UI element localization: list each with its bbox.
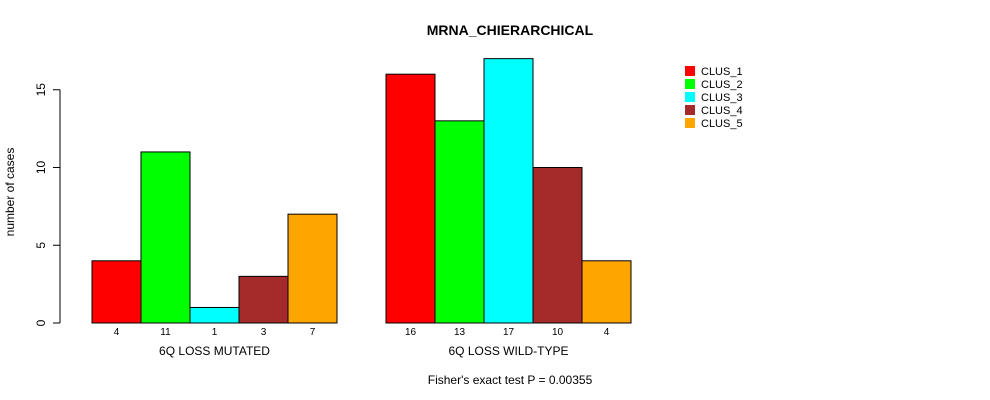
legend-label: CLUS_5 bbox=[701, 118, 743, 130]
y-tick-label: 0 bbox=[34, 319, 48, 326]
legend-swatch bbox=[685, 66, 695, 76]
bar-clus-1-mutated bbox=[91, 260, 142, 324]
legend-swatch bbox=[685, 92, 695, 102]
bar-clus-5-mutated bbox=[287, 213, 338, 324]
y-tick-label: 5 bbox=[34, 242, 48, 249]
y-tick-label: 10 bbox=[34, 161, 48, 175]
bar-value-label: 17 bbox=[503, 327, 515, 338]
bar-clus-2-mutated bbox=[140, 151, 191, 324]
y-tick-label: 15 bbox=[34, 83, 48, 97]
bar-clus-4-wild-type bbox=[532, 167, 583, 324]
group-label: 6Q LOSS WILD-TYPE bbox=[448, 344, 568, 358]
group-label: 6Q LOSS MUTATED bbox=[159, 344, 270, 358]
bar-value-label: 10 bbox=[552, 327, 564, 338]
bar-clus-1-wild-type bbox=[385, 73, 436, 324]
legend-label: CLUS_2 bbox=[701, 79, 743, 91]
y-axis-label: number of cases bbox=[3, 148, 17, 237]
y-axis: 0 5 10 15 bbox=[34, 83, 61, 326]
legend-swatch bbox=[685, 118, 695, 128]
legend-swatch bbox=[685, 79, 695, 89]
bar-clus-3-mutated bbox=[189, 306, 240, 324]
bar-value-label: 13 bbox=[454, 327, 466, 338]
bar-clus-3-wild-type bbox=[483, 58, 534, 324]
bar-value-label: 11 bbox=[160, 327, 171, 338]
bar-value-label: 16 bbox=[405, 327, 417, 338]
bar-clus-5-wild-type bbox=[581, 260, 632, 324]
bar-value-label: 1 bbox=[212, 327, 218, 338]
chart-title: MRNA_CHIERARCHICAL bbox=[427, 22, 594, 38]
legend-swatch bbox=[685, 105, 695, 115]
bars bbox=[91, 58, 632, 324]
bar-clus-4-mutated bbox=[238, 275, 289, 324]
bar-value-label: 3 bbox=[261, 327, 267, 338]
legend-label: CLUS_3 bbox=[701, 92, 743, 104]
legend-label: CLUS_1 bbox=[701, 66, 743, 78]
bar-value-label: 4 bbox=[604, 327, 610, 338]
value-labels: 4 11 1 3 7 16 13 17 10 4 bbox=[114, 327, 610, 338]
bar-value-label: 7 bbox=[310, 327, 316, 338]
bar-clus-2-wild-type bbox=[434, 120, 485, 324]
legend-label: CLUS_4 bbox=[701, 105, 743, 117]
bar-value-label: 4 bbox=[114, 327, 120, 338]
footnote: Fisher's exact test P = 0.00355 bbox=[428, 373, 593, 387]
group-labels: 6Q LOSS MUTATED 6Q LOSS WILD-TYPE bbox=[159, 344, 568, 358]
